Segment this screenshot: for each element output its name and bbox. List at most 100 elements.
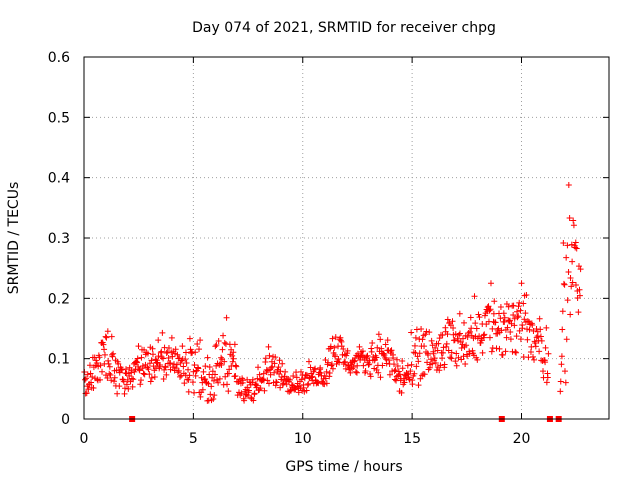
data-point — [467, 314, 474, 321]
data-point — [565, 181, 572, 188]
data-point — [281, 373, 288, 380]
data-point — [495, 325, 502, 332]
data-point — [197, 337, 204, 344]
data-point — [439, 355, 446, 362]
data-point — [369, 339, 376, 346]
data-point — [352, 354, 359, 361]
data-point — [430, 350, 437, 357]
data-point — [528, 343, 535, 350]
data-point — [529, 322, 536, 329]
data-point — [114, 390, 121, 397]
data-point — [520, 300, 527, 307]
data-point — [559, 326, 566, 333]
data-point — [125, 385, 132, 392]
data-point — [479, 349, 486, 356]
data-point — [230, 349, 237, 356]
data-point — [486, 307, 493, 314]
data-point — [87, 370, 94, 377]
data-point — [380, 350, 387, 357]
data-point — [524, 336, 531, 343]
data-point — [364, 352, 371, 359]
data-point — [458, 356, 465, 363]
data-point — [526, 326, 533, 333]
data-point — [392, 366, 399, 373]
data-point — [196, 346, 203, 353]
data-point — [341, 359, 348, 366]
data-point — [99, 368, 106, 375]
data-point — [542, 344, 549, 351]
data-point — [137, 381, 144, 388]
data-point — [178, 357, 185, 364]
data-point — [516, 299, 523, 306]
data-point — [146, 371, 153, 378]
data-point — [428, 337, 435, 344]
data-point — [162, 363, 169, 370]
data-point — [312, 365, 319, 372]
data-point — [456, 330, 463, 337]
data-point — [368, 348, 375, 355]
data-point — [381, 352, 388, 359]
data-point — [375, 331, 382, 338]
data-point — [111, 374, 118, 381]
data-point — [562, 379, 569, 386]
data-point — [199, 386, 206, 393]
data-point — [455, 337, 462, 344]
data-point — [373, 354, 380, 361]
data-point — [186, 372, 193, 379]
data-point — [456, 310, 463, 317]
data-point — [307, 364, 314, 371]
gridlines — [84, 57, 609, 419]
data-point — [298, 376, 305, 383]
data-point — [200, 368, 207, 375]
data-point — [558, 361, 565, 368]
data-point — [167, 360, 174, 367]
data-point — [276, 370, 283, 377]
data-point — [375, 369, 382, 376]
data-point — [421, 371, 428, 378]
data-point — [569, 258, 576, 265]
data-point — [84, 371, 91, 378]
data-point — [488, 348, 495, 355]
data-point — [514, 314, 521, 321]
data-point — [97, 376, 104, 383]
data-point — [229, 358, 236, 365]
data-point — [169, 364, 176, 371]
data-point — [512, 348, 519, 355]
data-point — [328, 362, 335, 369]
data-point — [137, 377, 144, 384]
data-point — [569, 279, 576, 286]
data-point — [185, 388, 192, 395]
data-point — [567, 274, 574, 281]
data-point — [570, 222, 577, 229]
data-point — [138, 354, 145, 361]
data-point — [563, 336, 570, 343]
data-point — [489, 325, 496, 332]
data-point — [329, 365, 336, 372]
data-point — [238, 390, 245, 397]
data-point — [414, 353, 421, 360]
data-point — [174, 369, 181, 376]
data-point — [468, 325, 475, 332]
data-point — [463, 342, 470, 349]
data-point — [269, 363, 276, 370]
data-point — [338, 343, 345, 350]
data-point — [253, 382, 260, 389]
data-point — [393, 373, 400, 380]
data-point — [576, 286, 583, 293]
data-point — [354, 362, 361, 369]
data-point — [140, 370, 147, 377]
data-point — [111, 378, 118, 385]
data-point — [123, 381, 130, 388]
data-point — [104, 328, 111, 335]
data-point — [513, 333, 520, 340]
data-point — [106, 370, 113, 377]
data-point — [101, 346, 108, 353]
data-point — [416, 350, 423, 357]
data-point — [449, 318, 456, 325]
data-point — [206, 364, 213, 371]
data-point — [413, 363, 420, 370]
data-point — [181, 380, 188, 387]
data-point — [567, 311, 574, 318]
data-point — [559, 308, 566, 315]
data-point — [131, 368, 138, 375]
